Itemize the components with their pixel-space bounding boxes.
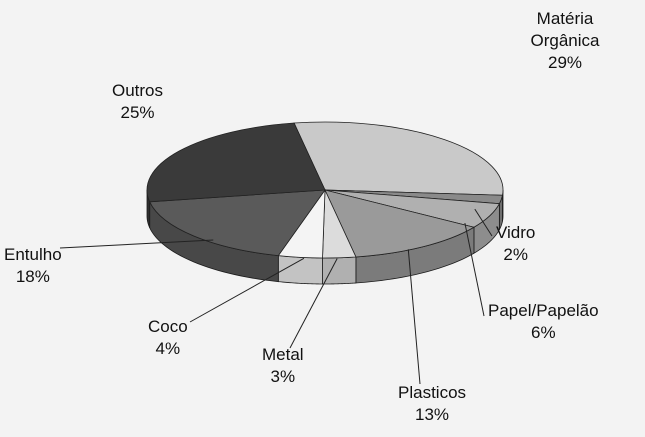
slice-label: Coco 4% xyxy=(148,316,188,360)
slice xyxy=(149,189,326,257)
value-label: 18% xyxy=(15,267,50,286)
value-label: 25% xyxy=(120,103,155,122)
leader-line xyxy=(407,249,421,385)
slice-label: Plasticos 13% xyxy=(398,382,466,426)
value-label: 3% xyxy=(270,367,296,386)
category-name: Outros xyxy=(112,81,164,100)
slice-label: Entulho 18% xyxy=(4,244,62,288)
value-label: 6% xyxy=(531,323,556,342)
slice-label: Metal 3% xyxy=(262,344,304,388)
leader-line xyxy=(464,222,485,317)
slice xyxy=(146,122,326,203)
slice-label: Vidro 2% xyxy=(496,222,535,266)
leader-line xyxy=(59,239,214,249)
leader-line xyxy=(474,208,493,237)
value-label: 4% xyxy=(155,339,181,358)
leader-line xyxy=(289,258,338,349)
slice xyxy=(324,189,475,258)
slice-label: Outros 25% xyxy=(112,80,163,124)
value-label: 29% xyxy=(547,53,583,72)
category-name: Coco xyxy=(148,317,188,336)
category-name: Metal xyxy=(262,345,304,364)
category-name: Plasticos xyxy=(398,383,467,402)
slice-label: Matéria Orgânica 29% xyxy=(520,8,610,74)
category-name: Vidro xyxy=(496,223,536,242)
slice-label: Papel/Papelão 6% xyxy=(488,300,599,344)
category-name: Entulho xyxy=(4,245,62,264)
slice xyxy=(293,121,504,196)
slice-side xyxy=(322,256,357,285)
value-label: 13% xyxy=(415,405,450,424)
category-name: Papel/Papelão xyxy=(488,301,599,320)
category-name: Matéria Orgânica xyxy=(530,9,600,50)
leader-line xyxy=(189,257,305,323)
value-label: 2% xyxy=(503,245,528,264)
